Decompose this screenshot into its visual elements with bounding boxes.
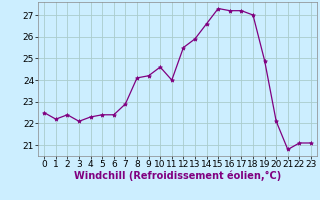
X-axis label: Windchill (Refroidissement éolien,°C): Windchill (Refroidissement éolien,°C)	[74, 171, 281, 181]
